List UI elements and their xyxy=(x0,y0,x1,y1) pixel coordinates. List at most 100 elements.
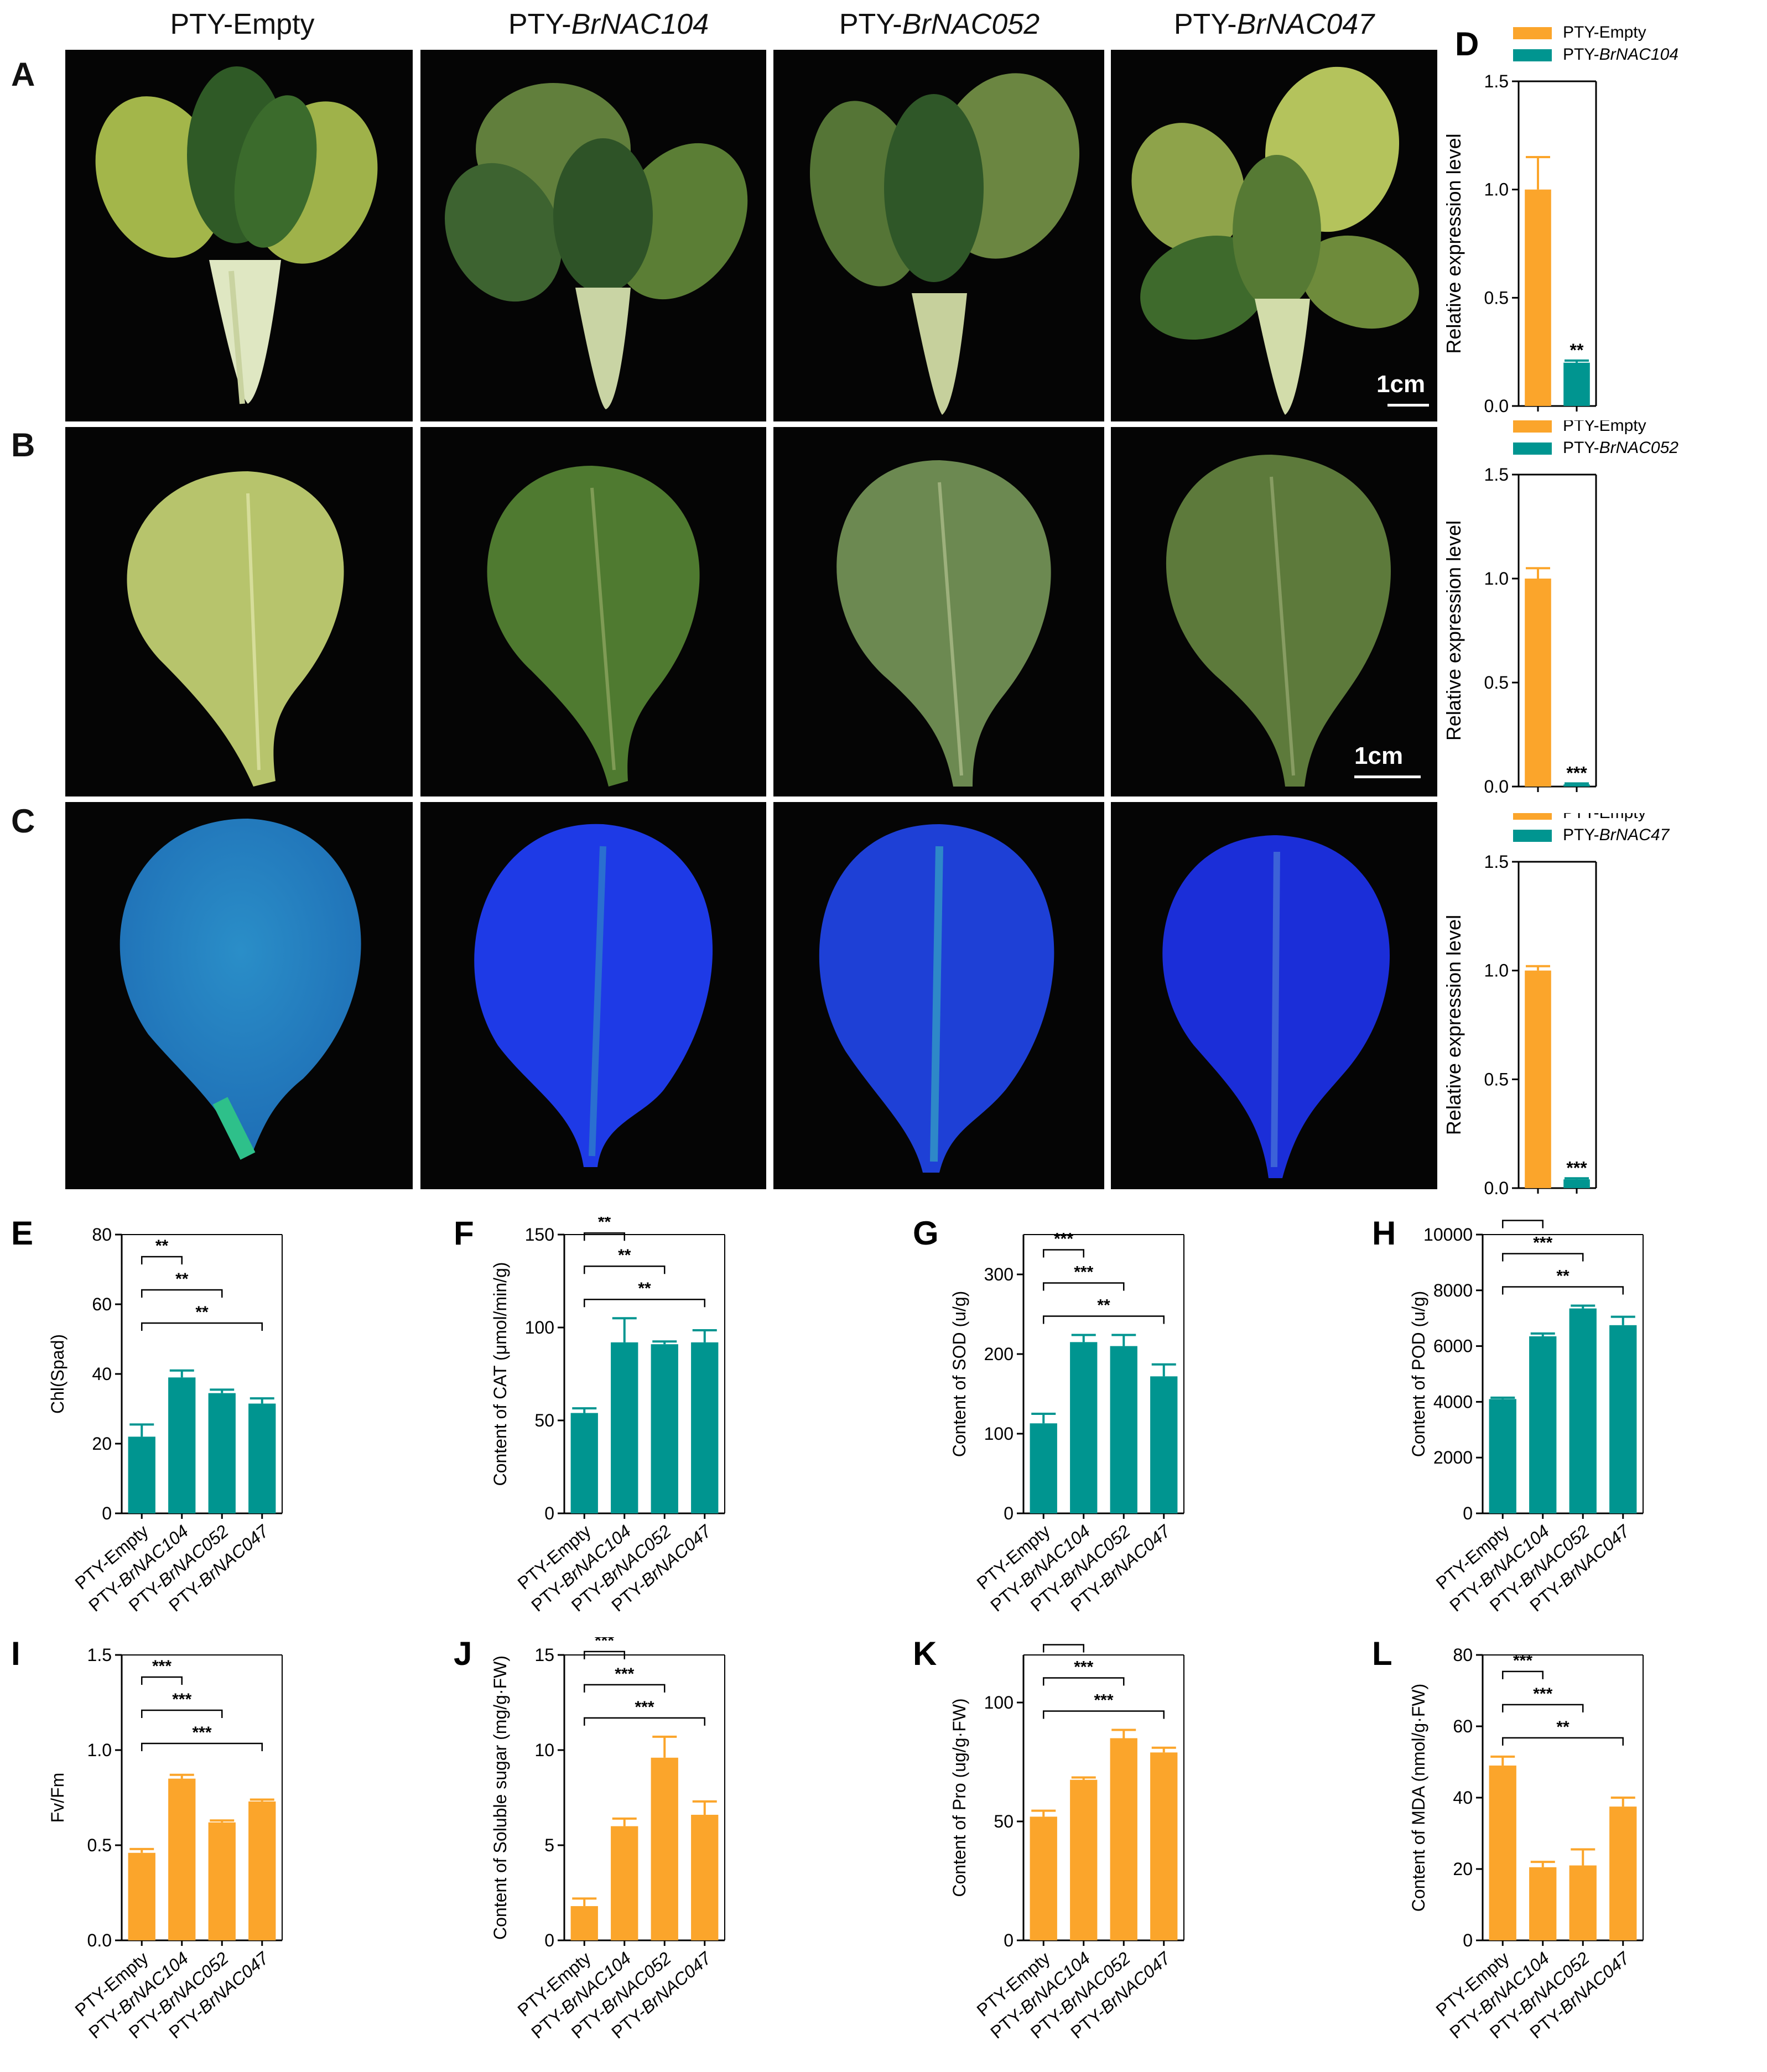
panel-letter-h: H xyxy=(1372,1217,1396,1252)
legend-swatch xyxy=(1513,830,1552,842)
bar-2 xyxy=(168,1377,196,1513)
scale-bar-label-a: 1cm xyxy=(1376,371,1426,398)
y-tick-label: 6000 xyxy=(1433,1336,1473,1356)
y-tick-label: 0.5 xyxy=(1484,1069,1509,1089)
bracket-significance: ** xyxy=(1516,1217,1530,1219)
bracket-significance: *** xyxy=(1074,1658,1093,1676)
y-axis-label: Content of POD (u/g) xyxy=(1409,1291,1428,1457)
bar-4 xyxy=(1150,1752,1178,1940)
y-tick-label: 100 xyxy=(984,1693,1014,1712)
comparison-bracket xyxy=(141,1289,223,1298)
bracket-significance: *** xyxy=(635,1698,654,1716)
comparison-bracket xyxy=(1043,1315,1165,1324)
y-tick-label: 4000 xyxy=(1433,1392,1473,1412)
photo-leaf-brnac047: 1cm xyxy=(1111,427,1437,796)
chart-d3: PTY-Empty PTY-BrNAC47 0.0 0.5 1.0 1.5 Relative… xyxy=(1444,813,1670,1198)
y-axis-label: Relative expression level xyxy=(1444,915,1465,1135)
bar-3 xyxy=(1569,1308,1597,1513)
comparison-bracket xyxy=(141,1256,183,1264)
legend-swatch xyxy=(1513,420,1552,433)
column-title-brnac104: PTY-BrNAC104 xyxy=(508,8,709,40)
comparison-bracket xyxy=(1043,1249,1084,1258)
bracket-significance: ** xyxy=(1556,1718,1569,1736)
y-axis-label: Content of SOD (u/g) xyxy=(949,1291,969,1457)
significance-mark: *** xyxy=(1566,1158,1587,1178)
y-tick-label: 0 xyxy=(1004,1503,1014,1523)
legend-swatch xyxy=(1513,49,1552,61)
bar-4 xyxy=(1150,1376,1178,1513)
comparison-bracket xyxy=(141,1709,223,1718)
photo-plant-brnac047: 1cm xyxy=(1111,50,1437,421)
bracket-significance: *** xyxy=(1094,1691,1113,1709)
y-axis-label: Content of Soluble sugar (mg/g·FW) xyxy=(490,1655,510,1940)
photo-leaf-brnac052 xyxy=(773,427,1104,796)
legend-label: PTY-BrNAC104 xyxy=(1563,45,1678,64)
photo-plant-brnac052 xyxy=(773,50,1104,421)
bar-2 xyxy=(611,1826,638,1940)
column-title-brnac047: PTY-BrNAC047 xyxy=(1173,8,1375,40)
y-axis-label: Content of CAT (μmol/min/g) xyxy=(490,1262,510,1486)
bar-3 xyxy=(651,1757,678,1940)
photo-plant-brnac104 xyxy=(420,50,766,421)
bar-2 xyxy=(168,1778,196,1940)
bracket-significance: ** xyxy=(1097,1296,1110,1314)
y-tick-label: 1.0 xyxy=(1484,180,1509,200)
bracket-significance: ** xyxy=(1057,1637,1070,1643)
bar-3 xyxy=(651,1344,678,1513)
bar-2 xyxy=(611,1342,638,1513)
y-tick-label: 1.5 xyxy=(1484,71,1509,91)
bracket-significance: ** xyxy=(618,1246,631,1264)
comparison-bracket xyxy=(141,1742,263,1751)
y-tick-label: 20 xyxy=(1453,1859,1473,1879)
y-tick-label: 0.0 xyxy=(1484,1178,1509,1198)
y-tick-label: 2000 xyxy=(1433,1448,1473,1467)
scale-bar-b xyxy=(1354,775,1421,778)
chart-i: I0.00.51.01.5Fv/FmPTY-EmptyPTY-BrNAC104P… xyxy=(11,1637,283,2043)
legend-swatch xyxy=(1513,813,1552,820)
column-title-brnac052: PTY-BrNAC052 xyxy=(839,8,1040,40)
photo-leaf-brnac104 xyxy=(420,427,766,796)
comparison-bracket xyxy=(584,1651,625,1659)
y-tick-label: 60 xyxy=(1453,1716,1473,1736)
bracket-significance: *** xyxy=(172,1690,191,1709)
comparison-bracket xyxy=(584,1265,666,1274)
chart-d2: PTY-Empty PTY-BrNAC052 0.0 0.5 1.0 1.5 Relativ… xyxy=(1444,420,1678,796)
y-tick-label: 50 xyxy=(534,1410,554,1430)
photo-fluorescence-empty xyxy=(65,802,413,1189)
column-title-empty: PTY-Empty xyxy=(170,8,315,40)
photo-fluorescence-brnac052 xyxy=(773,802,1104,1189)
bar-3 xyxy=(1110,1346,1137,1513)
chart-e: E020406080Chl(Spad)PTY-EmptyPTY-BrNAC104… xyxy=(11,1217,283,1616)
panel-letter-k: K xyxy=(913,1637,937,1672)
comparison-bracket xyxy=(141,1676,183,1685)
comparison-bracket xyxy=(1043,1282,1125,1291)
y-tick-label: 80 xyxy=(92,1225,112,1245)
y-tick-label: 1.0 xyxy=(1484,961,1509,981)
y-tick-label: 1.0 xyxy=(87,1740,112,1760)
y-tick-label: 300 xyxy=(984,1264,1014,1284)
panel-letter-i: I xyxy=(11,1637,20,1672)
comparison-bracket xyxy=(1502,1670,1543,1679)
bracket-significance: *** xyxy=(615,1665,634,1683)
comparison-bracket xyxy=(1043,1677,1125,1686)
bar-2 xyxy=(1563,784,1590,787)
bracket-significance: ** xyxy=(1556,1267,1569,1285)
legend-swatch xyxy=(1513,27,1552,39)
y-tick-label: 0 xyxy=(1004,1930,1014,1950)
comparison-bracket xyxy=(1502,1220,1543,1228)
y-axis-label: Chl(Spad) xyxy=(48,1334,67,1414)
photo-plant-empty xyxy=(65,50,413,421)
bracket-significance: *** xyxy=(595,1637,614,1650)
y-tick-label: 1.5 xyxy=(1484,465,1509,485)
bar-4 xyxy=(248,1403,276,1513)
y-tick-label: 8000 xyxy=(1433,1280,1473,1300)
y-tick-label: 0.5 xyxy=(87,1835,112,1855)
bar-4 xyxy=(691,1814,719,1940)
panel-letter-b: B xyxy=(11,426,35,464)
legend-label: PTY-Empty xyxy=(1563,23,1646,41)
panel-letter-e: E xyxy=(11,1217,33,1252)
bar-1 xyxy=(1525,579,1551,787)
bracket-significance: ** xyxy=(598,1217,611,1231)
y-tick-label: 40 xyxy=(1453,1788,1473,1808)
